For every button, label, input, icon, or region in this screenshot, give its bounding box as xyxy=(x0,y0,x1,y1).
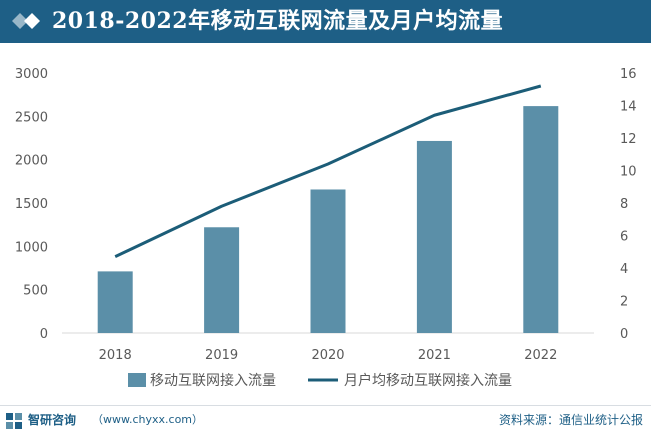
x-tick-label: 2022 xyxy=(524,348,557,363)
chart-header: 2018-2022年移动互联网流量及月户均流量 xyxy=(0,0,651,43)
y-right-tick-label: 8 xyxy=(620,197,628,212)
bar xyxy=(204,227,239,333)
brand-url[interactable]: （www.chyxx.com） xyxy=(92,406,203,434)
data-source: 资料来源：通信业统计公报 xyxy=(499,406,643,434)
y-right-tick-label: 0 xyxy=(620,327,628,342)
y-left-tick-label: 2000 xyxy=(15,154,48,169)
logo-icon xyxy=(6,413,22,429)
x-tick-label: 2018 xyxy=(99,348,132,363)
y-left-tick-label: 3000 xyxy=(15,67,48,82)
legend-bar-label: 移动互联网接入流量 xyxy=(150,372,276,389)
y-right-tick-label: 4 xyxy=(620,262,628,277)
y-left-tick-label: 1500 xyxy=(15,197,48,212)
y-right-tick-label: 16 xyxy=(620,67,637,82)
bar xyxy=(523,106,558,333)
x-tick-label: 2019 xyxy=(205,348,238,363)
y-right-tick-label: 10 xyxy=(620,165,637,180)
legend-line-label: 月户均移动互联网接入流量 xyxy=(344,372,512,389)
y-right-tick-label: 6 xyxy=(620,230,628,245)
bar xyxy=(98,271,133,333)
footer: 智研咨询 （www.chyxx.com） 资料来源：通信业统计公报 xyxy=(0,405,651,434)
x-tick-label: 2020 xyxy=(311,348,344,363)
chart-area: 0 500 1000 1500 2000 2500 3000 0 2 4 6 8 10 12 14 16 201… xyxy=(0,43,651,405)
combo-chart: 0 500 1000 1500 2000 2500 3000 0 2 4 6 8 10 12 14 16 201… xyxy=(0,43,651,405)
chart-title: 2018-2022年移动互联网流量及月户均流量 xyxy=(52,0,503,43)
bar xyxy=(417,141,452,333)
legend-bar-swatch xyxy=(128,373,146,387)
y-left-tick-label: 0 xyxy=(40,327,48,342)
bar xyxy=(311,189,346,333)
y-left-tick-label: 2500 xyxy=(15,110,48,125)
diamond-icon xyxy=(10,10,42,32)
brand-name: 智研咨询 xyxy=(28,406,76,434)
y-left-tick-label: 500 xyxy=(23,284,48,299)
y-left-tick-label: 1000 xyxy=(15,240,48,255)
x-tick-label: 2021 xyxy=(418,348,451,363)
y-right-tick-label: 12 xyxy=(620,132,637,147)
y-right-tick-label: 14 xyxy=(620,100,637,115)
y-right-tick-label: 2 xyxy=(620,295,628,310)
